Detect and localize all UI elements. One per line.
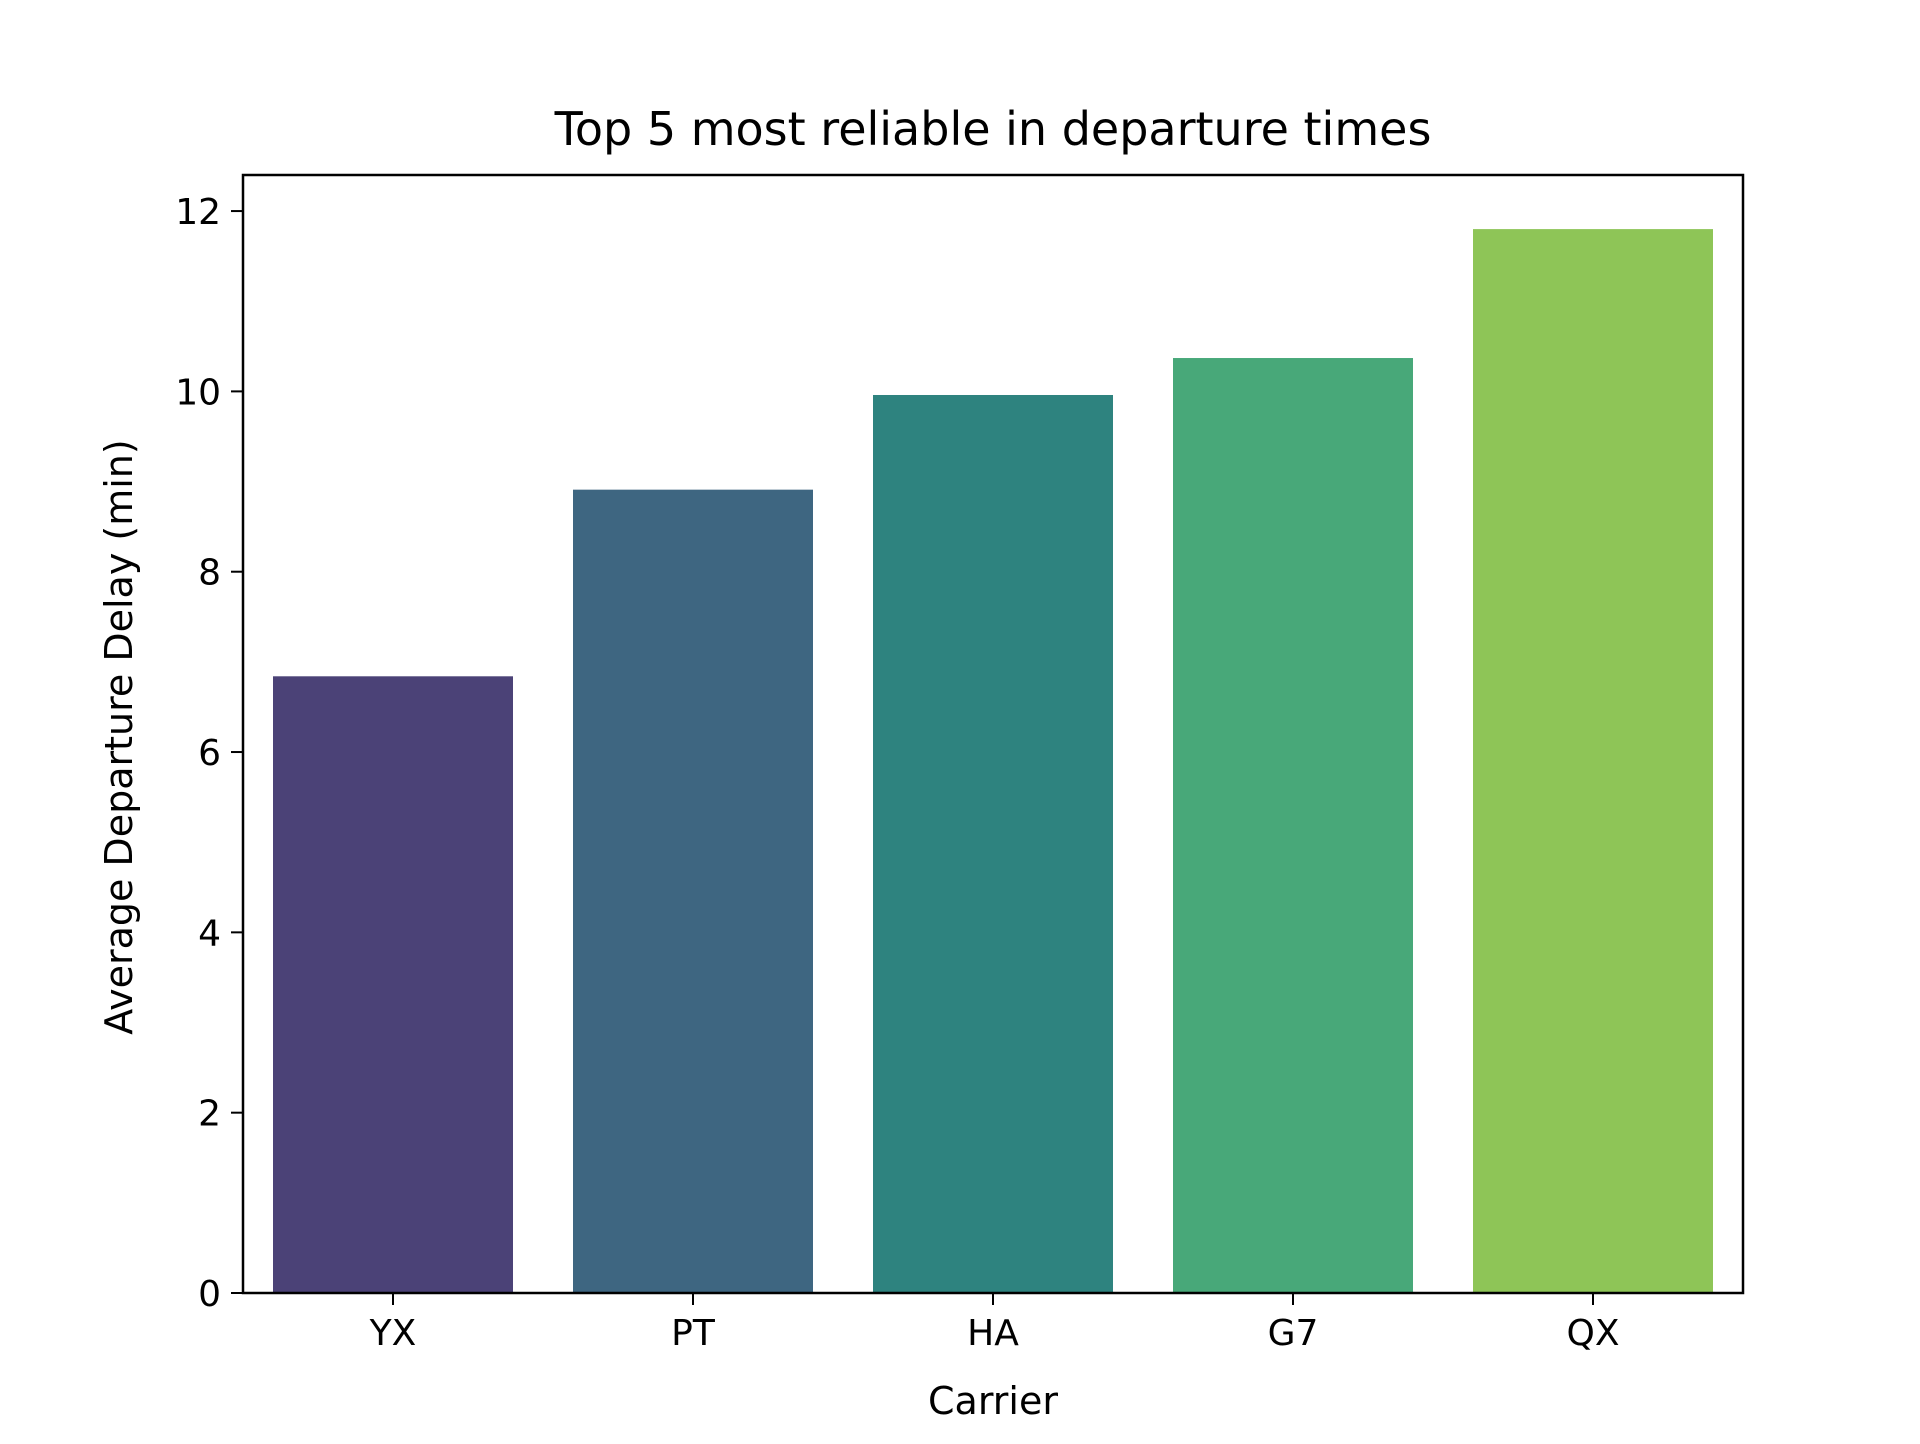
y-tick-label: 0 [198,1274,221,1315]
bar-g7 [1173,358,1413,1293]
y-tick-label: 2 [198,1094,221,1135]
y-tick-label: 12 [175,192,221,233]
y-tick-label: 6 [198,733,221,774]
x-tick-label: QX [1567,1313,1620,1354]
x-axis-label: Carrier [928,1379,1058,1423]
bars-layer [273,229,1713,1294]
y-axis-label: Average Departure Delay (min) [97,439,141,1034]
y-tick-label: 4 [198,913,221,954]
bar-ha [873,394,1113,1294]
x-tick-label: G7 [1268,1313,1319,1354]
y-tick-label: 8 [198,553,221,594]
x-axis-ticks: YX PT HA G7 QX [369,1293,1620,1354]
plot-area-frame [241,173,1745,1295]
bar-qx [1473,229,1713,1293]
x-tick-label: HA [967,1313,1019,1354]
chart-title: Top 5 most reliable in departure times [554,102,1432,156]
y-tick-label: 10 [175,372,221,413]
x-tick-label: YX [369,1313,417,1354]
x-tick-label: PT [671,1313,716,1354]
bar-pt [573,489,813,1293]
y-axis-ticks: 0 2 4 6 8 10 12 [175,192,243,1315]
bar-yx [273,676,513,1293]
